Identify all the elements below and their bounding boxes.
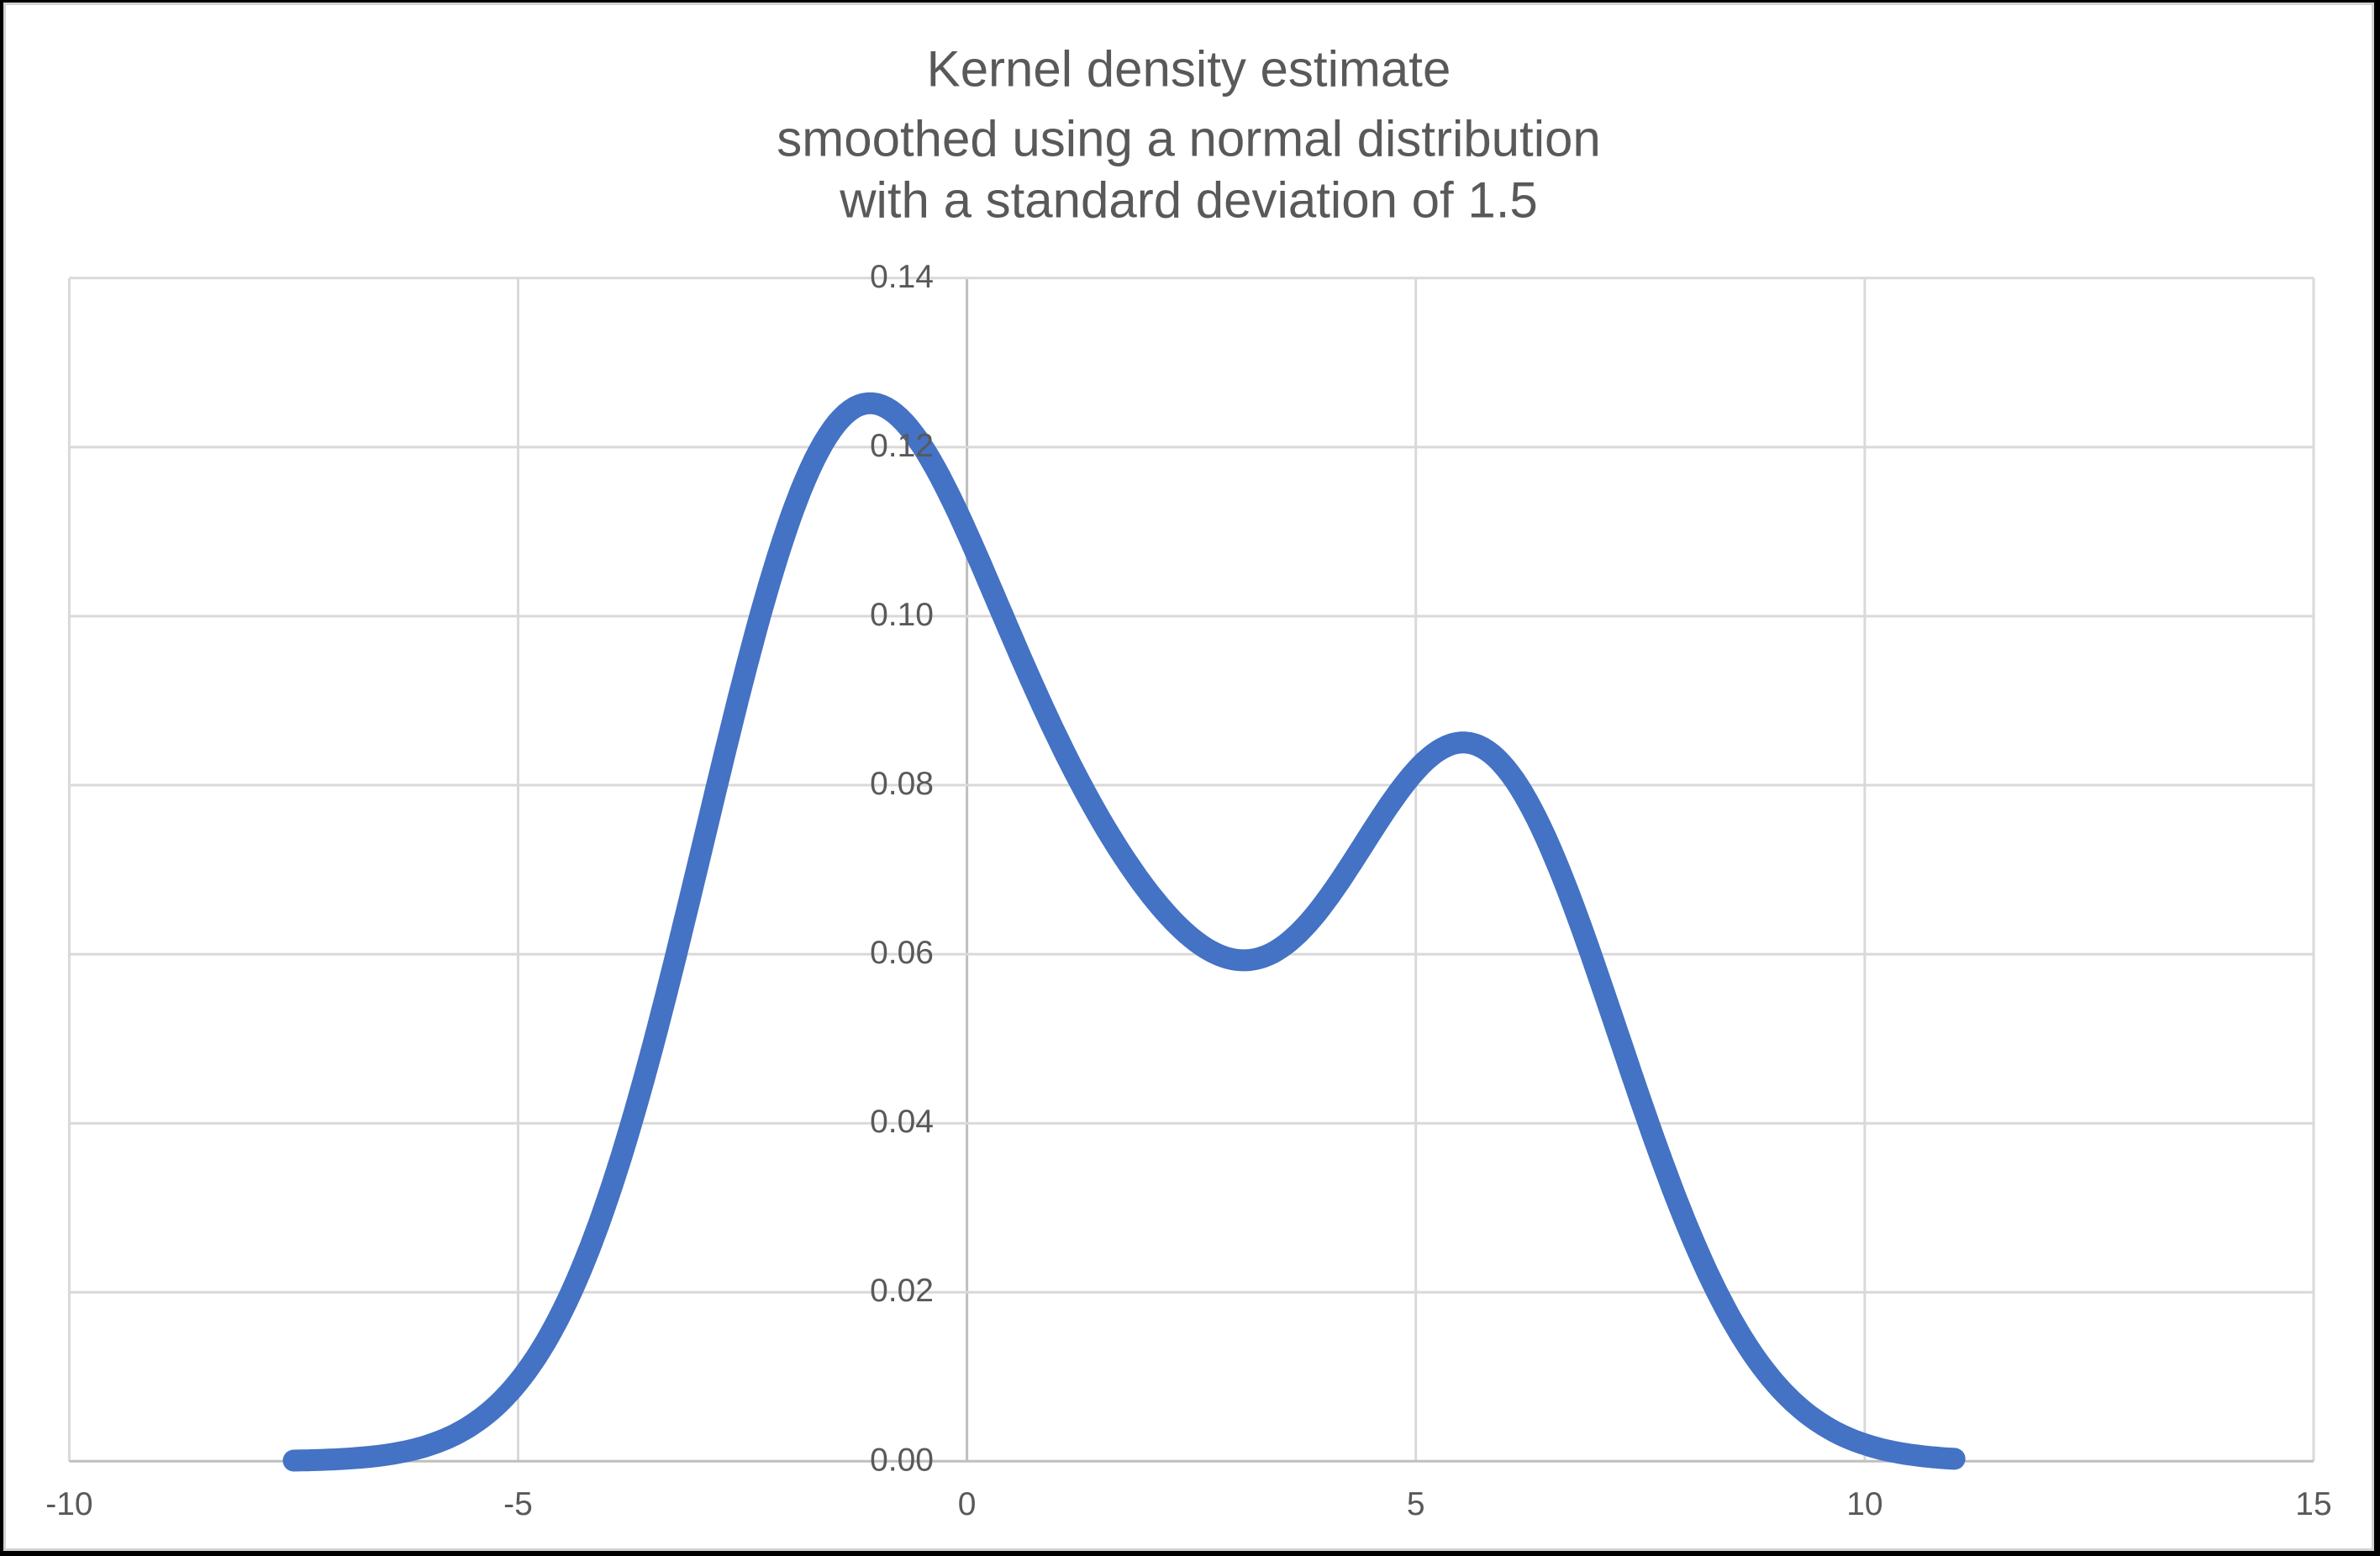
svg-text:0: 0 — [958, 1486, 977, 1522]
svg-text:-5: -5 — [503, 1486, 533, 1522]
svg-text:15: 15 — [2295, 1486, 2331, 1522]
svg-text:5: 5 — [1407, 1486, 1425, 1522]
svg-text:10: 10 — [1846, 1486, 1882, 1522]
svg-text:0.12: 0.12 — [870, 428, 934, 464]
svg-text:0.04: 0.04 — [870, 1104, 934, 1140]
svg-text:with a standard deviation of 1: with a standard deviation of 1.5 — [839, 172, 1538, 229]
svg-text:0.06: 0.06 — [870, 935, 934, 971]
svg-text:0.08: 0.08 — [870, 766, 934, 802]
svg-text:0.02: 0.02 — [870, 1273, 934, 1309]
svg-text:0.14: 0.14 — [870, 259, 934, 295]
svg-text:Kernel density estimate: Kernel density estimate — [927, 41, 1451, 98]
svg-text:0.00: 0.00 — [870, 1442, 934, 1478]
svg-text:-10: -10 — [45, 1486, 92, 1522]
svg-text:0.10: 0.10 — [870, 597, 934, 633]
svg-text:smoothed using a normal distri: smoothed using a normal distribution — [777, 111, 1601, 167]
